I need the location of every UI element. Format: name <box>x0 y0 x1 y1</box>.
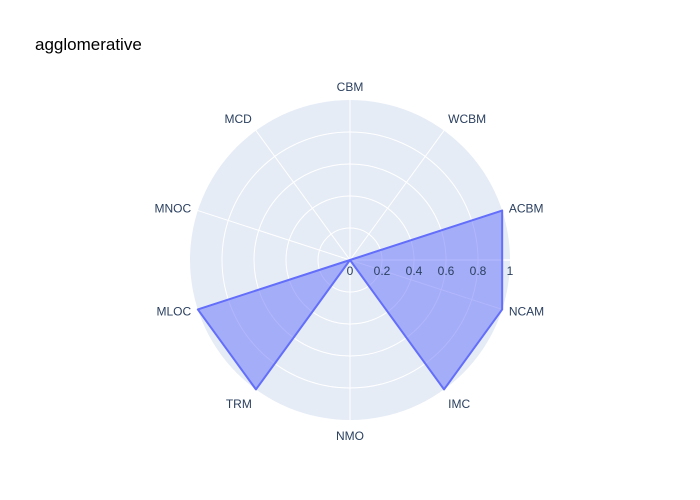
category-label-acbm: ACBM <box>509 201 544 215</box>
data-point-mcd <box>349 259 351 261</box>
category-label-mnoc: MNOC <box>154 201 191 215</box>
radial-tick-label: 0 <box>347 264 354 278</box>
category-label-nmo: NMO <box>336 429 364 443</box>
data-point-mloc <box>197 308 199 310</box>
radial-tick-label: 0.4 <box>406 264 423 278</box>
category-label-mloc: MLOC <box>156 305 191 319</box>
category-label-mcd: MCD <box>225 112 253 126</box>
data-point-ncam <box>501 308 503 310</box>
radial-tick-labels: 0 0.2 0.4 0.6 0.8 1 <box>347 264 514 278</box>
radial-tick-label: 0.8 <box>470 264 487 278</box>
spoke-mnoc <box>197 210 351 261</box>
radial-tick-label: 0.6 <box>438 264 455 278</box>
spoke-wcbm <box>349 130 445 261</box>
series-area <box>196 209 504 391</box>
data-point-trm <box>255 388 257 390</box>
category-label-wcbm: WCBM <box>448 112 486 126</box>
category-labels: CBM WCBM ACBM NCAM IMC NMO TRM MLOC MNOC MCD <box>154 80 544 443</box>
data-point-acbm <box>501 210 503 212</box>
category-label-ncam: NCAM <box>509 305 544 319</box>
category-label-imc: IMC <box>448 397 470 411</box>
radial-tick-label: 0.2 <box>374 264 391 278</box>
category-label-cbm: CBM <box>337 80 364 94</box>
series-polygon <box>196 209 504 391</box>
radial-tick-label: 1 <box>507 264 514 278</box>
data-point-imc <box>443 388 445 390</box>
chart-title: agglomerative <box>35 35 142 54</box>
category-label-trm: TRM <box>226 397 252 411</box>
spoke-mcd <box>255 130 351 261</box>
